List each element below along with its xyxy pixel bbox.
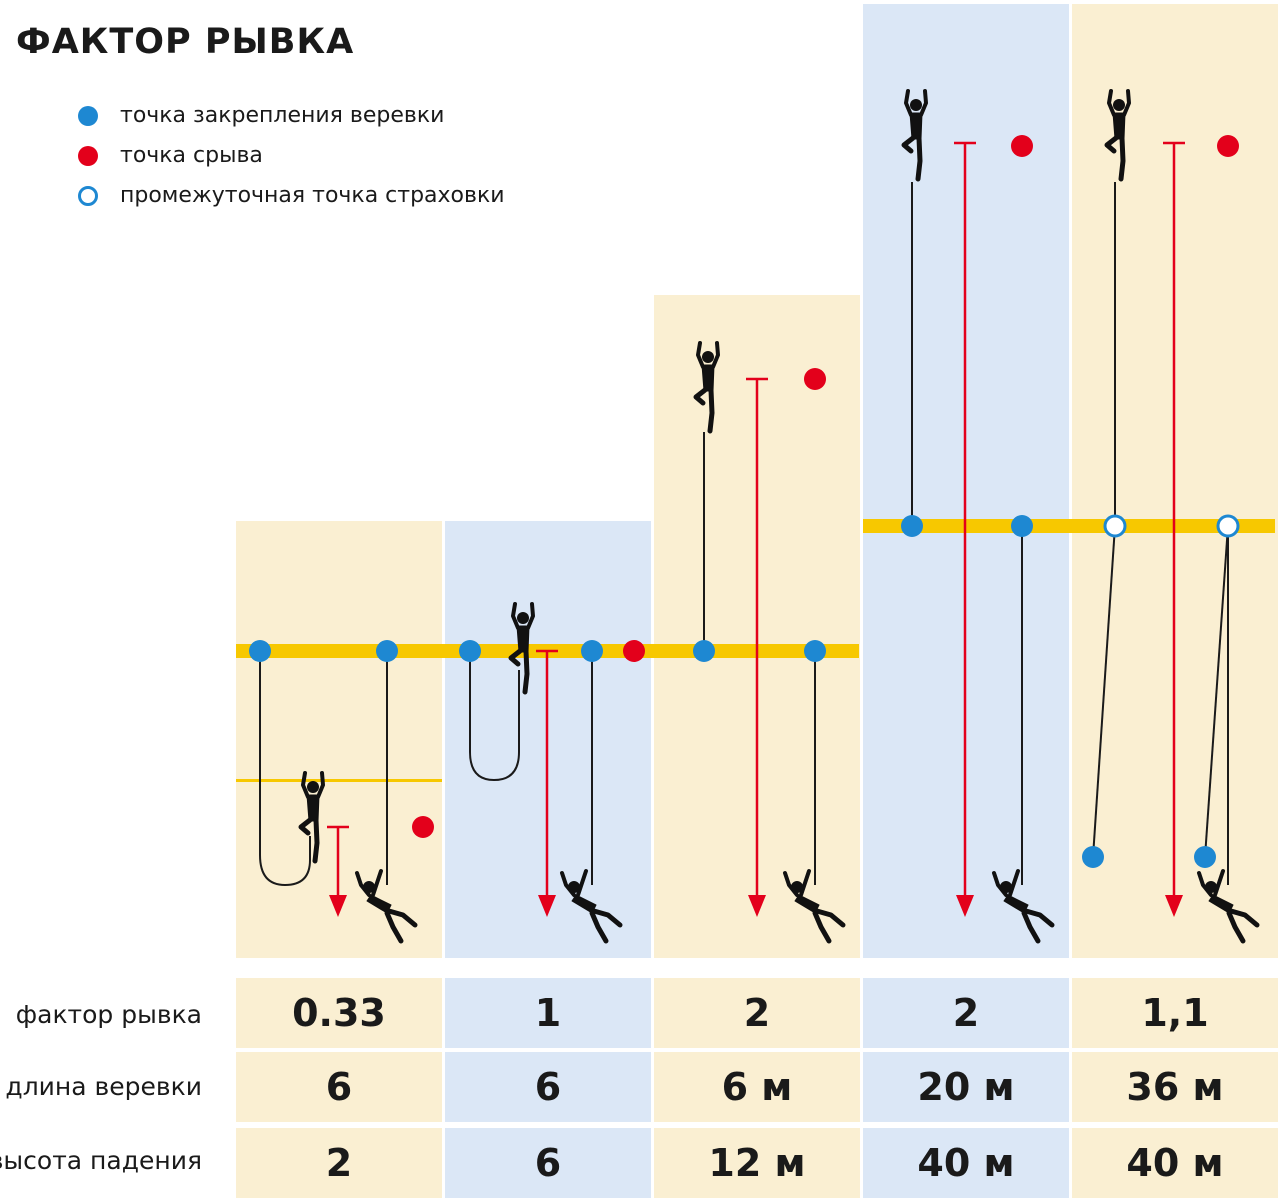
climber-icon-2	[508, 602, 535, 695]
rope-segment-12	[1204, 525, 1229, 858]
fallen-climber-icon-1	[355, 869, 418, 944]
anchor-point-icon-2	[376, 640, 398, 662]
rope-segment-1	[259, 651, 311, 887]
cell-rope-length-4: 20 м	[863, 1052, 1069, 1122]
cell-rope-length-1: 6	[236, 1052, 442, 1122]
cell-fall-height-2: 6	[445, 1128, 651, 1198]
climber-level-line	[236, 779, 442, 782]
legend-item-anchor: точка закрепления веревки	[76, 100, 505, 140]
protection-point-icon-2	[1216, 514, 1240, 538]
cell-fall-factor-5: 1,1	[1072, 978, 1278, 1048]
cell-fall-factor-4: 2	[863, 978, 1069, 1048]
cell-fall-height-1: 2	[236, 1128, 442, 1198]
legend-item-protection-point: промежуточная точка страховки	[76, 180, 505, 220]
cell-rope-length-5: 36 м	[1072, 1052, 1278, 1122]
anchor-point-icon-3	[459, 640, 481, 662]
fallen-climber-icon-3	[783, 869, 846, 944]
legend-label-fall-point: точка срыва	[120, 143, 263, 168]
fallen-climber-icon-2	[560, 869, 623, 944]
anchor-point-icon-9	[1082, 846, 1104, 868]
fall-point-icon-3	[804, 368, 826, 390]
protection-point-icon-1	[1103, 514, 1127, 538]
fallen-climber-icon-4	[992, 869, 1055, 944]
cell-rope-length-2: 6	[445, 1052, 651, 1122]
anchor-point-icon-7	[901, 515, 923, 537]
fall-point-icon-4	[1011, 135, 1033, 157]
protection-point-icon	[78, 186, 98, 206]
row-label-fall-height: высота падения	[0, 1146, 202, 1175]
anchor-point-icon-8	[1011, 515, 1033, 537]
page-title: ФАКТОР РЫВКА	[16, 22, 355, 62]
fall-point-icon	[78, 146, 98, 166]
anchor-point-icon-10	[1194, 846, 1216, 868]
cell-fall-factor-1: 0.33	[236, 978, 442, 1048]
rope-segment-3	[469, 651, 520, 782]
cell-fall-factor-2: 1	[445, 978, 651, 1048]
rope-segment-10	[1092, 525, 1116, 858]
anchor-point-icon-6	[804, 640, 826, 662]
anchor-point-icon-1	[249, 640, 271, 662]
legend: точка закрепления веревки точка срыва пр…	[76, 100, 505, 220]
fall-arrow-head-2	[538, 895, 556, 917]
cell-rope-length-3: 6 м	[654, 1052, 860, 1122]
legend-item-fall-point: точка срыва	[76, 140, 505, 180]
row-label-fall-factor: фактор рывка	[15, 1000, 202, 1029]
fall-arrow-head-1	[329, 895, 347, 917]
cell-fall-height-4: 40 м	[863, 1128, 1069, 1198]
fall-arrow-head-4	[956, 895, 974, 917]
climber-icon-4	[901, 89, 928, 182]
anchor-point-icon-5	[693, 640, 715, 662]
fallen-climber-icon-5	[1197, 869, 1260, 944]
climber-icon-5	[1104, 89, 1131, 182]
legend-label-protection-point: промежуточная точка страховки	[120, 183, 505, 208]
fall-arrow-head-5	[1165, 895, 1183, 917]
fall-point-icon-1	[412, 816, 434, 838]
legend-label-anchor: точка закрепления веревки	[120, 103, 445, 128]
cell-fall-factor-3: 2	[654, 978, 860, 1048]
climber-icon-1	[298, 771, 325, 864]
cell-fall-height-3: 12 м	[654, 1128, 860, 1198]
cell-fall-height-5: 40 м	[1072, 1128, 1278, 1198]
fall-arrow-head-3	[748, 895, 766, 917]
fall-point-icon-2	[623, 640, 645, 662]
fall-point-icon-5	[1217, 135, 1239, 157]
row-label-rope-length: длина веревки	[5, 1072, 202, 1101]
anchor-point-icon	[78, 106, 98, 126]
anchor-point-icon-4	[581, 640, 603, 662]
ledge-upper	[863, 519, 1275, 533]
climber-icon-3	[693, 341, 720, 434]
